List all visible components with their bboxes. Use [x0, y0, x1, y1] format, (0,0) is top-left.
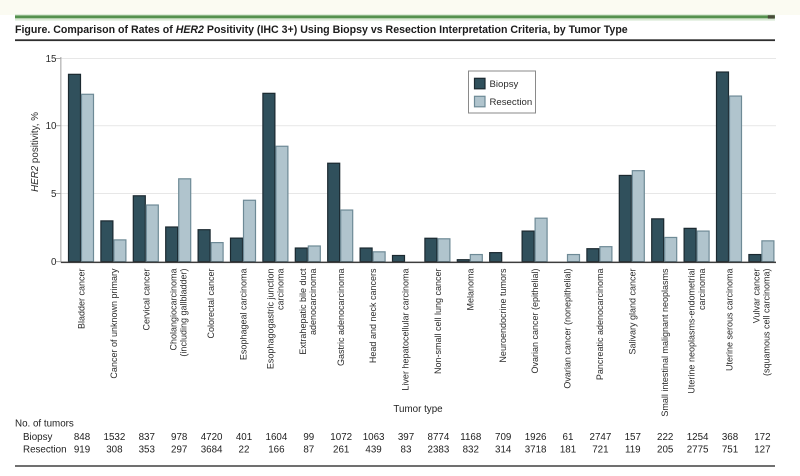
svg-text:Ovarian cancer (nonepithelial): Ovarian cancer (nonepithelial) [563, 269, 573, 389]
svg-text:Extrahepatic bile duct: Extrahepatic bile duct [298, 268, 308, 355]
svg-text:Ovarian cancer (epithelial): Ovarian cancer (epithelial) [530, 268, 540, 373]
svg-text:Vulvar cancer: Vulvar cancer [752, 269, 762, 324]
svg-text:3718: 3718 [525, 445, 547, 456]
svg-text:172: 172 [754, 432, 770, 443]
svg-text:157: 157 [625, 432, 641, 443]
svg-text:4720: 4720 [201, 432, 223, 443]
svg-text:1926: 1926 [525, 432, 547, 443]
svg-text:832: 832 [463, 445, 479, 456]
svg-text:Esophagogastric junction: Esophagogastric junction [266, 269, 276, 370]
svg-text:837: 837 [139, 432, 155, 443]
svg-text:Neuroendocrine tumors: Neuroendocrine tumors [498, 268, 508, 363]
svg-text:314: 314 [495, 445, 512, 456]
svg-text:No. of tumors: No. of tumors [15, 419, 74, 430]
svg-text:1063: 1063 [363, 432, 385, 443]
svg-text:Biopsy: Biopsy [23, 432, 53, 443]
svg-text:1604: 1604 [266, 432, 288, 443]
svg-text:carcinoma: carcinoma [276, 269, 286, 311]
svg-text:2775: 2775 [687, 445, 709, 456]
svg-text:Resection: Resection [490, 97, 533, 108]
svg-text:397: 397 [398, 432, 414, 443]
svg-text:353: 353 [139, 445, 156, 456]
svg-text:127: 127 [754, 445, 770, 456]
svg-text:1168: 1168 [460, 432, 482, 443]
svg-text:HER2 positivity, %: HER2 positivity, % [30, 112, 41, 192]
svg-text:61: 61 [563, 432, 574, 443]
svg-text:1072: 1072 [330, 432, 352, 443]
svg-text:Gastric adenocarcinoma: Gastric adenocarcinoma [336, 269, 346, 367]
svg-text:Colorectal cancer: Colorectal cancer [206, 268, 216, 338]
svg-text:222: 222 [657, 432, 673, 443]
svg-text:99: 99 [303, 432, 314, 443]
svg-text:(including gallbladder): (including gallbladder) [179, 269, 189, 357]
svg-text:Cervical cancer: Cervical cancer [141, 269, 151, 331]
svg-text:8774: 8774 [428, 432, 450, 443]
svg-text:Pancreatic adenocarcinoma: Pancreatic adenocarcinoma [595, 269, 605, 381]
svg-text:1532: 1532 [104, 432, 126, 443]
svg-text:261: 261 [333, 445, 349, 456]
svg-text:87: 87 [303, 445, 314, 456]
svg-text:978: 978 [171, 432, 188, 443]
svg-text:3684: 3684 [201, 445, 223, 456]
svg-text:Non-small cell lung cancer: Non-small cell lung cancer [433, 269, 443, 375]
svg-text:10: 10 [46, 121, 57, 132]
svg-text:848: 848 [74, 432, 91, 443]
svg-text:Resection: Resection [23, 445, 67, 456]
svg-text:Esophageal carcinoma: Esophageal carcinoma [239, 269, 249, 361]
svg-text:Figure. Comparison of Rates of: Figure. Comparison of Rates of HER2 Posi… [15, 24, 628, 36]
svg-text:308: 308 [106, 445, 123, 456]
svg-text:181: 181 [560, 445, 576, 456]
svg-text:401: 401 [236, 432, 252, 443]
svg-text:Salivary gland cancer: Salivary gland cancer [627, 268, 637, 354]
svg-text:Tumor type: Tumor type [393, 404, 443, 415]
svg-text:Melanoma: Melanoma [465, 269, 475, 311]
svg-text:2383: 2383 [428, 445, 450, 456]
svg-text:Cholangiocarcinoma: Cholangiocarcinoma [168, 269, 178, 351]
svg-text:(squamous cell carcinoma): (squamous cell carcinoma) [762, 269, 772, 377]
svg-text:297: 297 [171, 445, 187, 456]
svg-text:5: 5 [51, 189, 57, 200]
svg-text:368: 368 [722, 432, 739, 443]
svg-text:166: 166 [268, 445, 285, 456]
svg-text:119: 119 [625, 445, 641, 456]
svg-text:Small intestinal malignant neo: Small intestinal malignant neoplasms [660, 268, 670, 417]
svg-text:439: 439 [365, 445, 381, 456]
svg-text:Bladder cancer: Bladder cancer [77, 269, 87, 330]
svg-text:721: 721 [592, 445, 608, 456]
svg-text:919: 919 [74, 445, 90, 456]
svg-text:Uterine neoplasms-endometrial: Uterine neoplasms-endometrial [687, 269, 697, 394]
svg-text:0: 0 [51, 257, 57, 268]
svg-text:22: 22 [239, 445, 250, 456]
svg-text:Uterine serous carcinoma: Uterine serous carcinoma [725, 269, 735, 372]
svg-text:carcinoma: carcinoma [697, 269, 707, 311]
svg-text:2747: 2747 [590, 432, 612, 443]
svg-text:1254: 1254 [687, 432, 709, 443]
svg-text:83: 83 [401, 445, 412, 456]
svg-text:Liver hepatocellular carcinoma: Liver hepatocellular carcinoma [401, 268, 411, 390]
svg-text:751: 751 [722, 445, 738, 456]
svg-text:15: 15 [46, 54, 57, 65]
svg-text:Head and neck cancers: Head and neck cancers [368, 268, 378, 363]
svg-text:adenocarcinoma: adenocarcinoma [308, 269, 318, 336]
svg-text:205: 205 [657, 445, 674, 456]
svg-text:Cancer of unknown primary: Cancer of unknown primary [109, 268, 119, 379]
svg-text:Biopsy: Biopsy [490, 79, 519, 90]
svg-text:709: 709 [495, 432, 511, 443]
